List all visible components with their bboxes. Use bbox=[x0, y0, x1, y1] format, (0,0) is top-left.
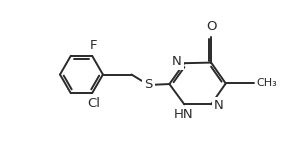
Text: Cl: Cl bbox=[88, 97, 100, 110]
Text: S: S bbox=[144, 78, 153, 91]
Text: HN: HN bbox=[174, 108, 193, 121]
Text: N: N bbox=[214, 99, 224, 112]
Text: F: F bbox=[90, 39, 97, 52]
Text: O: O bbox=[206, 20, 216, 33]
Text: CH₃: CH₃ bbox=[256, 78, 277, 89]
Text: N: N bbox=[172, 55, 181, 68]
